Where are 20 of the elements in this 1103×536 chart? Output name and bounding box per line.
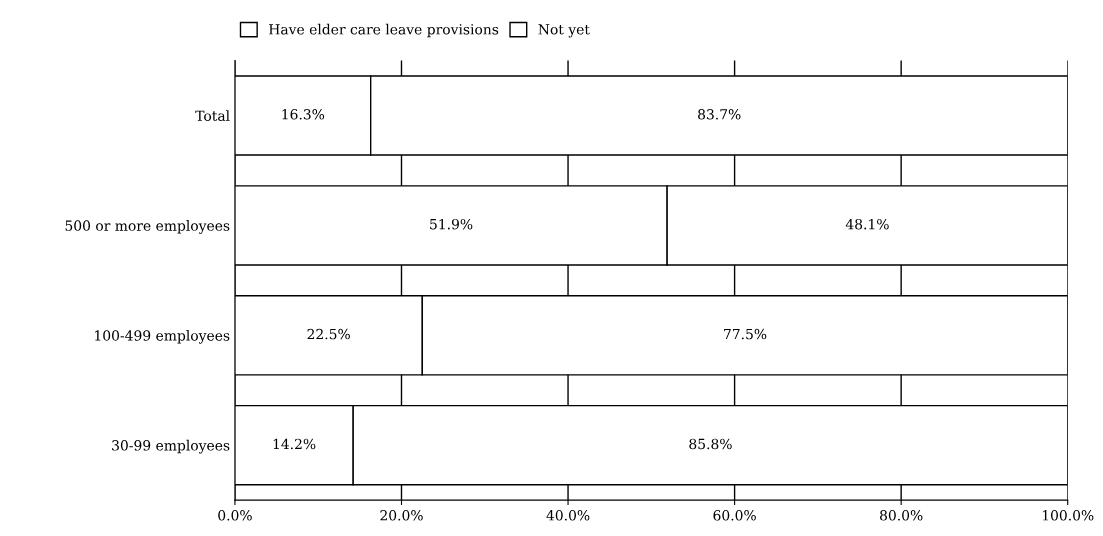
- data-label: 14.2%: [273, 438, 316, 450]
- legend-label: Not yet: [538, 24, 590, 38]
- y-tick-label: 500 or more employees: [65, 220, 230, 234]
- data-label: 51.9%: [430, 218, 473, 230]
- data-label: 48.1%: [845, 218, 889, 230]
- x-tick-label: 60.0%: [713, 510, 756, 521]
- data-label: 77.5%: [724, 328, 767, 340]
- x-tick-label: 40.0%: [546, 510, 590, 521]
- y-tick-label: 30-99 employees: [112, 439, 230, 454]
- x-tick-label: 100.0%: [1042, 510, 1094, 521]
- y-tick-label: Total: [195, 110, 230, 121]
- x-tick-label: 80.0%: [880, 510, 923, 521]
- data-label: 22.5%: [307, 328, 350, 340]
- y-tick-label: 100-499 employees: [95, 329, 230, 344]
- legend-label: Have elder care leave provisions: [269, 23, 499, 38]
- x-tick-label: 20.0%: [380, 510, 423, 521]
- data-label: 16.3%: [282, 109, 325, 120]
- x-tick-label: 0.0%: [218, 510, 252, 521]
- data-label: 83.7%: [698, 109, 741, 120]
- data-label: 85.8%: [689, 438, 732, 450]
